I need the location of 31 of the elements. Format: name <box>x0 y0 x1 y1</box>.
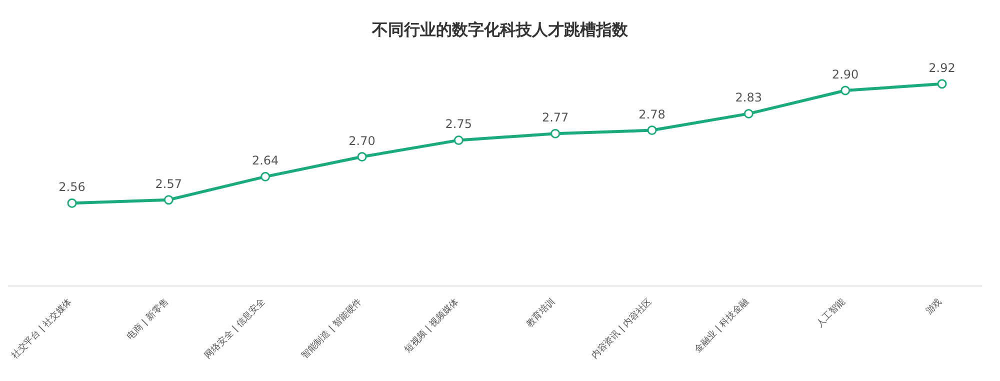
point <box>937 79 947 89</box>
data-label: 2.70 <box>348 134 376 148</box>
point <box>67 198 77 208</box>
point <box>164 195 174 205</box>
data-label: 2.90 <box>832 68 859 82</box>
point <box>357 152 367 162</box>
data-label: 2.92 <box>928 60 956 75</box>
x-tick-label: 人工智能 <box>814 296 848 330</box>
x-tick-label: 教育培训 <box>524 296 558 330</box>
data-label: 2.78 <box>638 107 666 122</box>
x-tick-label: 游戏 <box>924 296 944 317</box>
x-tick-label: 社交平台 | 社交媒体 <box>9 296 74 362</box>
data-label: 2.64 <box>252 154 279 168</box>
point <box>550 128 560 138</box>
data-label: 2.56 <box>58 180 86 194</box>
point <box>744 108 754 118</box>
data-label: 2.57 <box>155 176 182 191</box>
x-tick-label: 内容资讯 | 内容社区 <box>589 296 654 362</box>
x-tick-label: 金融业 | 科技金融 <box>692 296 751 355</box>
point <box>647 126 657 136</box>
x-tick-label: 短视频 | 视频媒体 <box>402 296 461 355</box>
point <box>454 135 464 145</box>
point <box>840 86 850 96</box>
chart-title: 不同行业的数字化科技人才跳槽指数 <box>370 19 629 41</box>
x-tick-label: 电商 | 新零售 <box>124 296 171 342</box>
data-label: 2.75 <box>445 117 472 132</box>
point <box>260 172 270 182</box>
data-label: 2.83 <box>735 90 762 105</box>
data-label: 2.77 <box>542 110 569 125</box>
x-tick-label: 智能制造 | 智能硬件 <box>299 296 364 362</box>
x-tick-label: 网络安全 | 信息安全 <box>202 296 268 362</box>
